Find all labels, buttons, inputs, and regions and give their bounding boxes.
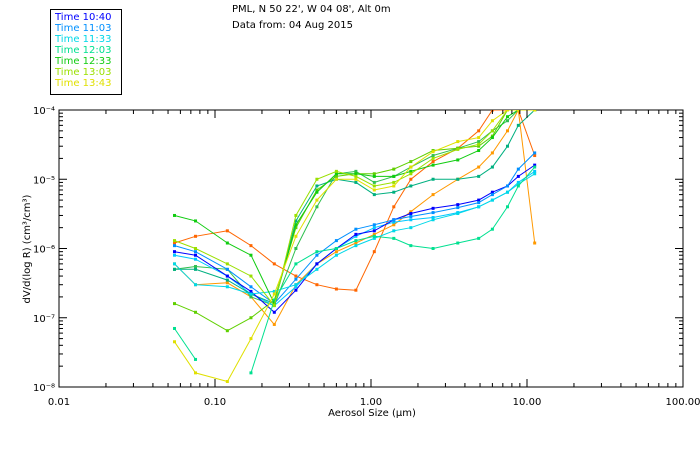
- series-0-line: [174, 164, 535, 313]
- series-3-line: [250, 166, 536, 374]
- series-6-point: [172, 340, 176, 344]
- legend-item-1303: Time 13:03: [55, 67, 112, 78]
- series-extra-4-point: [533, 169, 537, 173]
- series-4: [172, 110, 537, 306]
- series-2: [172, 172, 537, 296]
- data-date: Data from: 04 Aug 2015: [232, 20, 353, 31]
- y-tick-label: 10⁻⁷: [33, 314, 55, 325]
- series-6: [172, 110, 537, 384]
- plot-frame: [58, 109, 684, 388]
- series-3: [172, 165, 537, 375]
- y-tick-label: 10⁻⁶: [33, 245, 55, 256]
- series-5-line: [174, 110, 535, 307]
- series-extra-1-point: [533, 241, 537, 245]
- series-6-point: [516, 110, 520, 112]
- series-extra-0-point: [172, 241, 176, 245]
- series-extra-5-point: [172, 267, 176, 271]
- legend-item-1040: Time 10:40: [55, 12, 112, 23]
- y-tick-label: 10⁻⁴: [33, 106, 55, 117]
- x-tick-label: 0.01: [48, 397, 70, 408]
- series-2-point: [172, 262, 176, 266]
- series-2-line: [174, 173, 535, 295]
- series-extra-0: [172, 110, 537, 292]
- series-6-point: [533, 110, 537, 112]
- series-extra-0-line: [174, 110, 536, 291]
- series-layer: [172, 110, 537, 384]
- legend-item-1233: Time 12:33: [55, 56, 112, 67]
- series-extra-3: [172, 110, 537, 333]
- series-6-line: [174, 110, 535, 383]
- series-1-line: [174, 152, 536, 305]
- y-tick-label: 10⁻⁸: [33, 383, 55, 394]
- x-axis-label: Aerosol Size (μm): [328, 408, 416, 419]
- legend-item-1103: Time 11:03: [55, 23, 112, 34]
- series-3-line: [174, 328, 196, 360]
- series-3-point: [194, 357, 198, 361]
- legend-item-1203: Time 12:03: [55, 45, 112, 56]
- x-tick-label: 1.00: [360, 397, 382, 408]
- legend: Time 10:40 Time 11:03 Time 11:33 Time 12…: [50, 9, 122, 95]
- y-tick-label: 10⁻⁵: [33, 175, 55, 186]
- series-3-point: [533, 165, 537, 169]
- x-tick-label: 0.10: [204, 397, 226, 408]
- series-4-line: [174, 110, 535, 306]
- series-5: [172, 110, 537, 308]
- y-axis-label: dV/d(log R) (cm³/cm³): [22, 194, 33, 303]
- legend-item-1343: Time 13:43: [55, 78, 112, 89]
- series-6-point: [506, 110, 510, 112]
- axes-layer: 0.01 0.10 1.00 10.00 100.00 10⁻⁸ 10⁻⁷ 10⁻⁶ 10⁻⁵ 1…: [33, 106, 700, 408]
- series-0-point: [172, 250, 176, 254]
- series-extra-4-point: [172, 253, 176, 257]
- x-tick-label: 100.00: [666, 397, 700, 408]
- legend-item-1133: Time 11:33: [55, 34, 112, 45]
- series-3-point: [172, 326, 176, 330]
- series-extra-3-line: [174, 110, 535, 332]
- series-4-point: [172, 213, 176, 217]
- x-tick-label: 10.00: [513, 397, 542, 408]
- station-info: PML, N 50 22', W 04 08', Alt 0m: [232, 4, 391, 15]
- series-extra-0-point: [533, 154, 537, 158]
- plot-area: [58, 109, 684, 388]
